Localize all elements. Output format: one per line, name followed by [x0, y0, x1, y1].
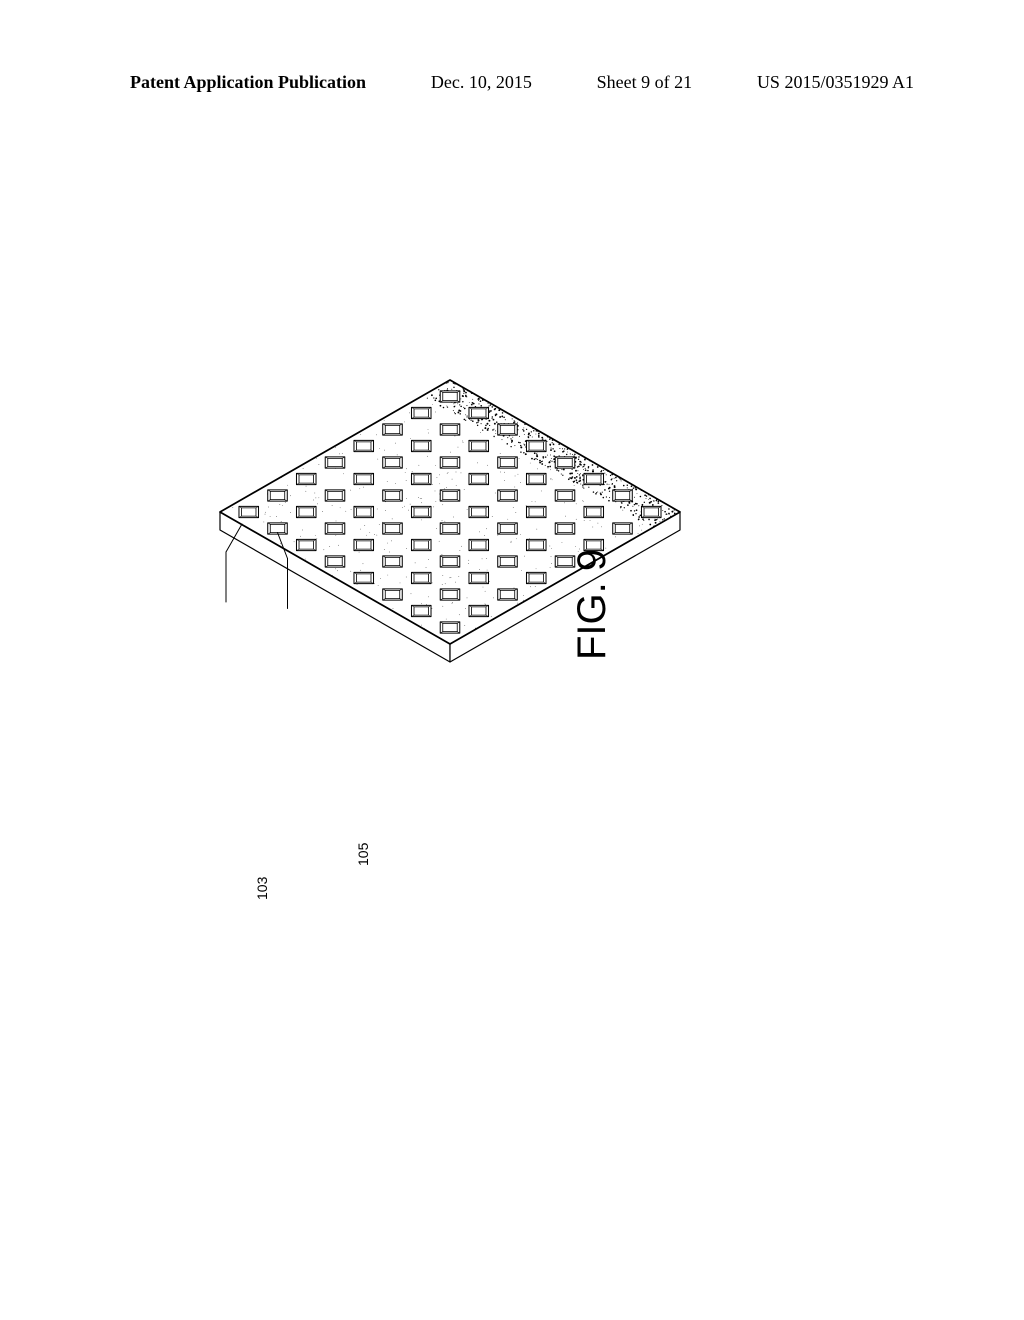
- publication-number: US 2015/0351929 A1: [757, 72, 914, 93]
- publication-date: Dec. 10, 2015: [431, 72, 532, 93]
- figure-label: FIG. 9: [570, 549, 615, 660]
- sheet-number: Sheet 9 of 21: [597, 72, 692, 93]
- ref-103: 103: [254, 877, 270, 900]
- figure-9: [200, 360, 700, 920]
- publication-type: Patent Application Publication: [130, 72, 366, 93]
- ref-105: 105: [355, 843, 371, 866]
- figure-svg: [200, 360, 700, 920]
